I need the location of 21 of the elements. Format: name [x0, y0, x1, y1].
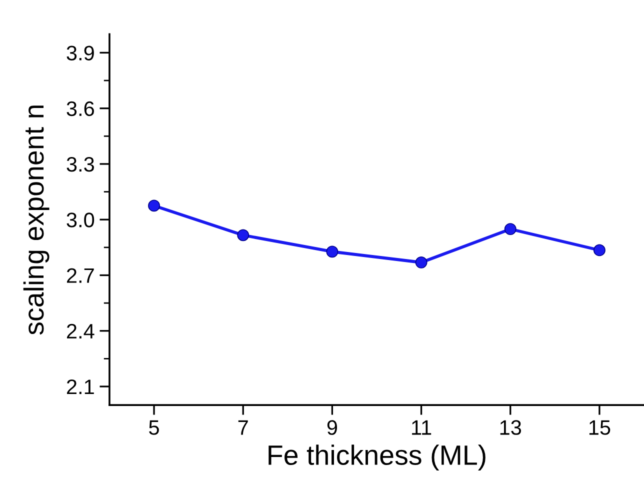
- x-tick-label: 11: [412, 420, 432, 435]
- y-tick-label: 2.7: [66, 268, 94, 283]
- point: [148, 200, 160, 212]
- point: [593, 244, 606, 256]
- point: [326, 246, 338, 258]
- y-tick-label: 2.4: [66, 324, 94, 338]
- y-tick-label: 2.1: [66, 379, 94, 394]
- point: [415, 256, 428, 268]
- y-axis-title: scaling exponent n: [23, 106, 50, 335]
- x-tick-label: 7: [238, 420, 248, 435]
- x-axis-title: Fe thickness (ML): [268, 444, 486, 470]
- x-tick-label: 5: [149, 420, 159, 435]
- y-tick-label: 3.9: [66, 46, 94, 60]
- point: [237, 229, 250, 242]
- point: [504, 223, 516, 236]
- y-tick-label: 3.6: [66, 101, 94, 116]
- x-tick-label: 9: [327, 420, 338, 435]
- x-tick-label: 13: [500, 420, 522, 435]
- y-tick-label: 3.3: [66, 156, 94, 172]
- y-tick-label: 3.0: [66, 212, 94, 228]
- x-tick-label: 15: [589, 420, 610, 435]
